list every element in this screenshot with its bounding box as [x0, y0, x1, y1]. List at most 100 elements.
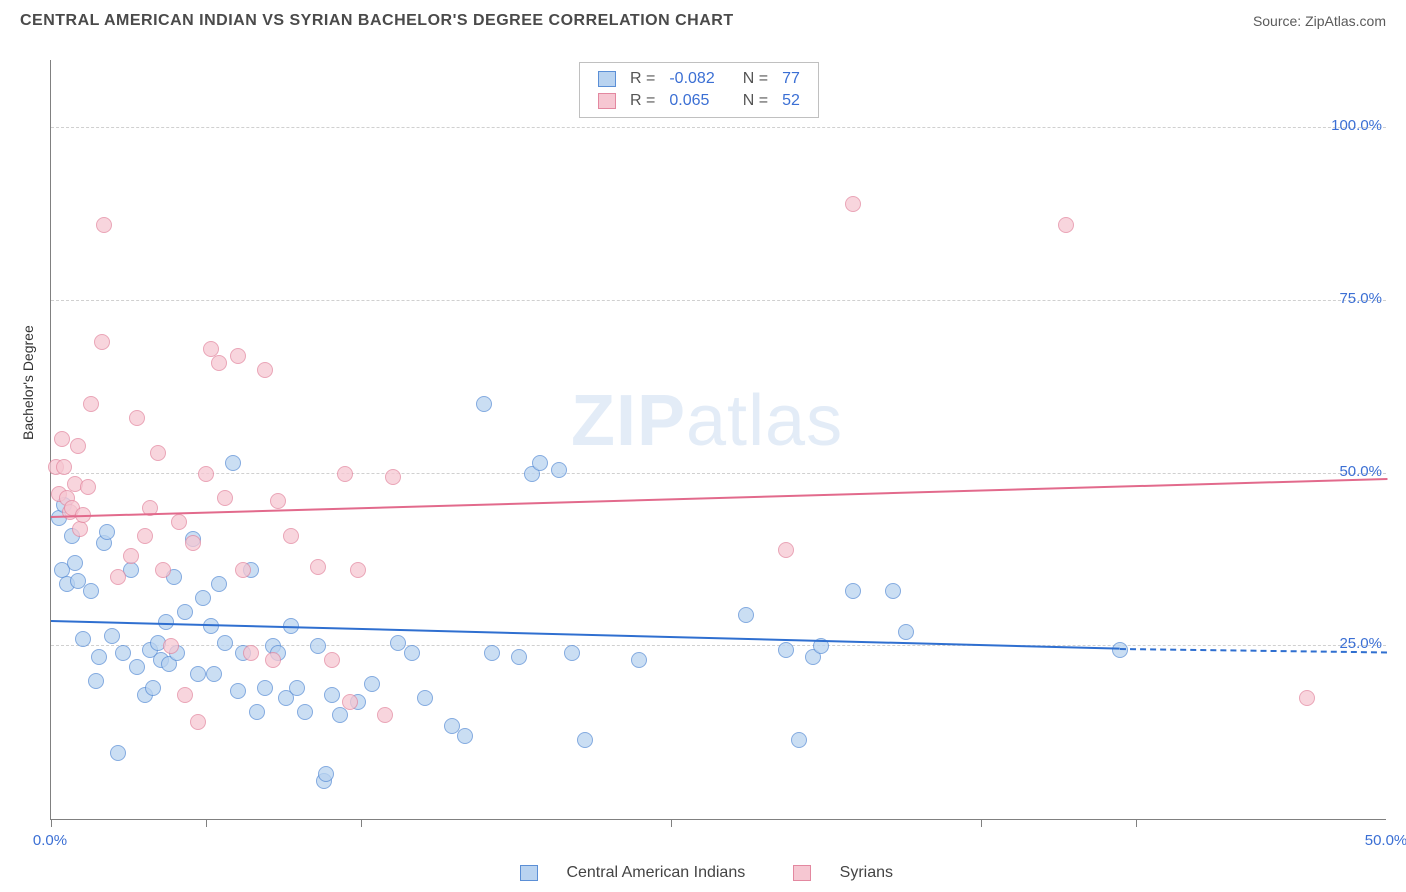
data-point [297, 704, 313, 720]
legend-label: Syrians [840, 864, 893, 881]
data-point [115, 645, 131, 661]
legend-swatch [598, 71, 616, 87]
gridline [51, 473, 1386, 474]
data-point [283, 528, 299, 544]
data-point [96, 217, 112, 233]
data-point [54, 431, 70, 447]
trend-line [51, 478, 1387, 518]
data-point [484, 645, 500, 661]
data-point [225, 455, 241, 471]
data-point [337, 466, 353, 482]
data-point [217, 635, 233, 651]
data-point [83, 396, 99, 412]
data-point [72, 521, 88, 537]
data-point [350, 562, 366, 578]
y-tick-label: 75.0% [1339, 290, 1388, 307]
data-point [532, 455, 548, 471]
data-point [190, 714, 206, 730]
data-point [310, 559, 326, 575]
data-point [91, 649, 107, 665]
data-point [230, 348, 246, 364]
data-point [129, 410, 145, 426]
chart-title: CENTRAL AMERICAN INDIAN VS SYRIAN BACHEL… [20, 12, 734, 30]
data-point [551, 462, 567, 478]
data-point [185, 535, 201, 551]
y-axis-label: Bachelor's Degree [20, 325, 36, 440]
legend-r-label: R = [624, 91, 661, 111]
data-point [123, 548, 139, 564]
legend-r-value: 0.065 [663, 91, 720, 111]
legend-label: Central American Indians [566, 864, 745, 881]
data-point [88, 673, 104, 689]
data-point [289, 680, 305, 696]
x-tick [1136, 819, 1137, 827]
legend-item: Syrians [793, 864, 917, 881]
data-point [385, 469, 401, 485]
data-point [457, 728, 473, 744]
data-point [235, 562, 251, 578]
data-point [377, 707, 393, 723]
data-point [56, 459, 72, 475]
data-point [791, 732, 807, 748]
legend-r-value: -0.082 [663, 69, 720, 89]
legend-n-value: 52 [776, 91, 806, 111]
data-point [195, 590, 211, 606]
data-point [150, 445, 166, 461]
scatter-chart: ZIPatlas R =-0.082N =77R =0.065N =52 25.… [50, 60, 1386, 820]
data-point [99, 524, 115, 540]
data-point [1058, 217, 1074, 233]
y-tick-label: 50.0% [1339, 463, 1388, 480]
data-point [177, 604, 193, 620]
data-point [257, 362, 273, 378]
data-point [137, 528, 153, 544]
data-point [171, 514, 187, 530]
x-tick [206, 819, 207, 827]
data-point [129, 659, 145, 675]
gridline [51, 127, 1386, 128]
x-tick [981, 819, 982, 827]
data-point [845, 583, 861, 599]
correlation-legend: R =-0.082N =77R =0.065N =52 [579, 62, 819, 118]
data-point [324, 652, 340, 668]
legend-item: Central American Indians [520, 864, 769, 881]
data-point [211, 355, 227, 371]
data-point [177, 687, 193, 703]
x-tick-label: 50.0% [1365, 832, 1406, 849]
data-point [577, 732, 593, 748]
data-point [94, 334, 110, 350]
data-point [898, 624, 914, 640]
data-point [198, 466, 214, 482]
data-point [70, 438, 86, 454]
data-point [564, 645, 580, 661]
x-tick [51, 819, 52, 827]
data-point [342, 694, 358, 710]
data-point [217, 490, 233, 506]
x-tick [361, 819, 362, 827]
data-point [738, 607, 754, 623]
legend-swatch [520, 865, 538, 881]
data-point [155, 562, 171, 578]
y-tick-label: 25.0% [1339, 635, 1388, 652]
data-point [206, 666, 222, 682]
legend-n-label: N = [737, 69, 774, 89]
x-tick [671, 819, 672, 827]
data-point [67, 555, 83, 571]
data-point [80, 479, 96, 495]
data-point [476, 396, 492, 412]
data-point [631, 652, 647, 668]
y-tick-label: 100.0% [1331, 117, 1388, 134]
data-point [310, 638, 326, 654]
data-point [265, 652, 281, 668]
data-point [190, 666, 206, 682]
data-point [332, 707, 348, 723]
data-point [110, 569, 126, 585]
series-legend: Central American Indians Syrians [520, 864, 941, 882]
data-point [211, 576, 227, 592]
watermark: ZIPatlas [571, 380, 843, 462]
data-point [163, 638, 179, 654]
gridline [51, 300, 1386, 301]
source-attribution: Source: ZipAtlas.com [1253, 13, 1386, 29]
data-point [230, 683, 246, 699]
data-point [364, 676, 380, 692]
data-point [270, 493, 286, 509]
